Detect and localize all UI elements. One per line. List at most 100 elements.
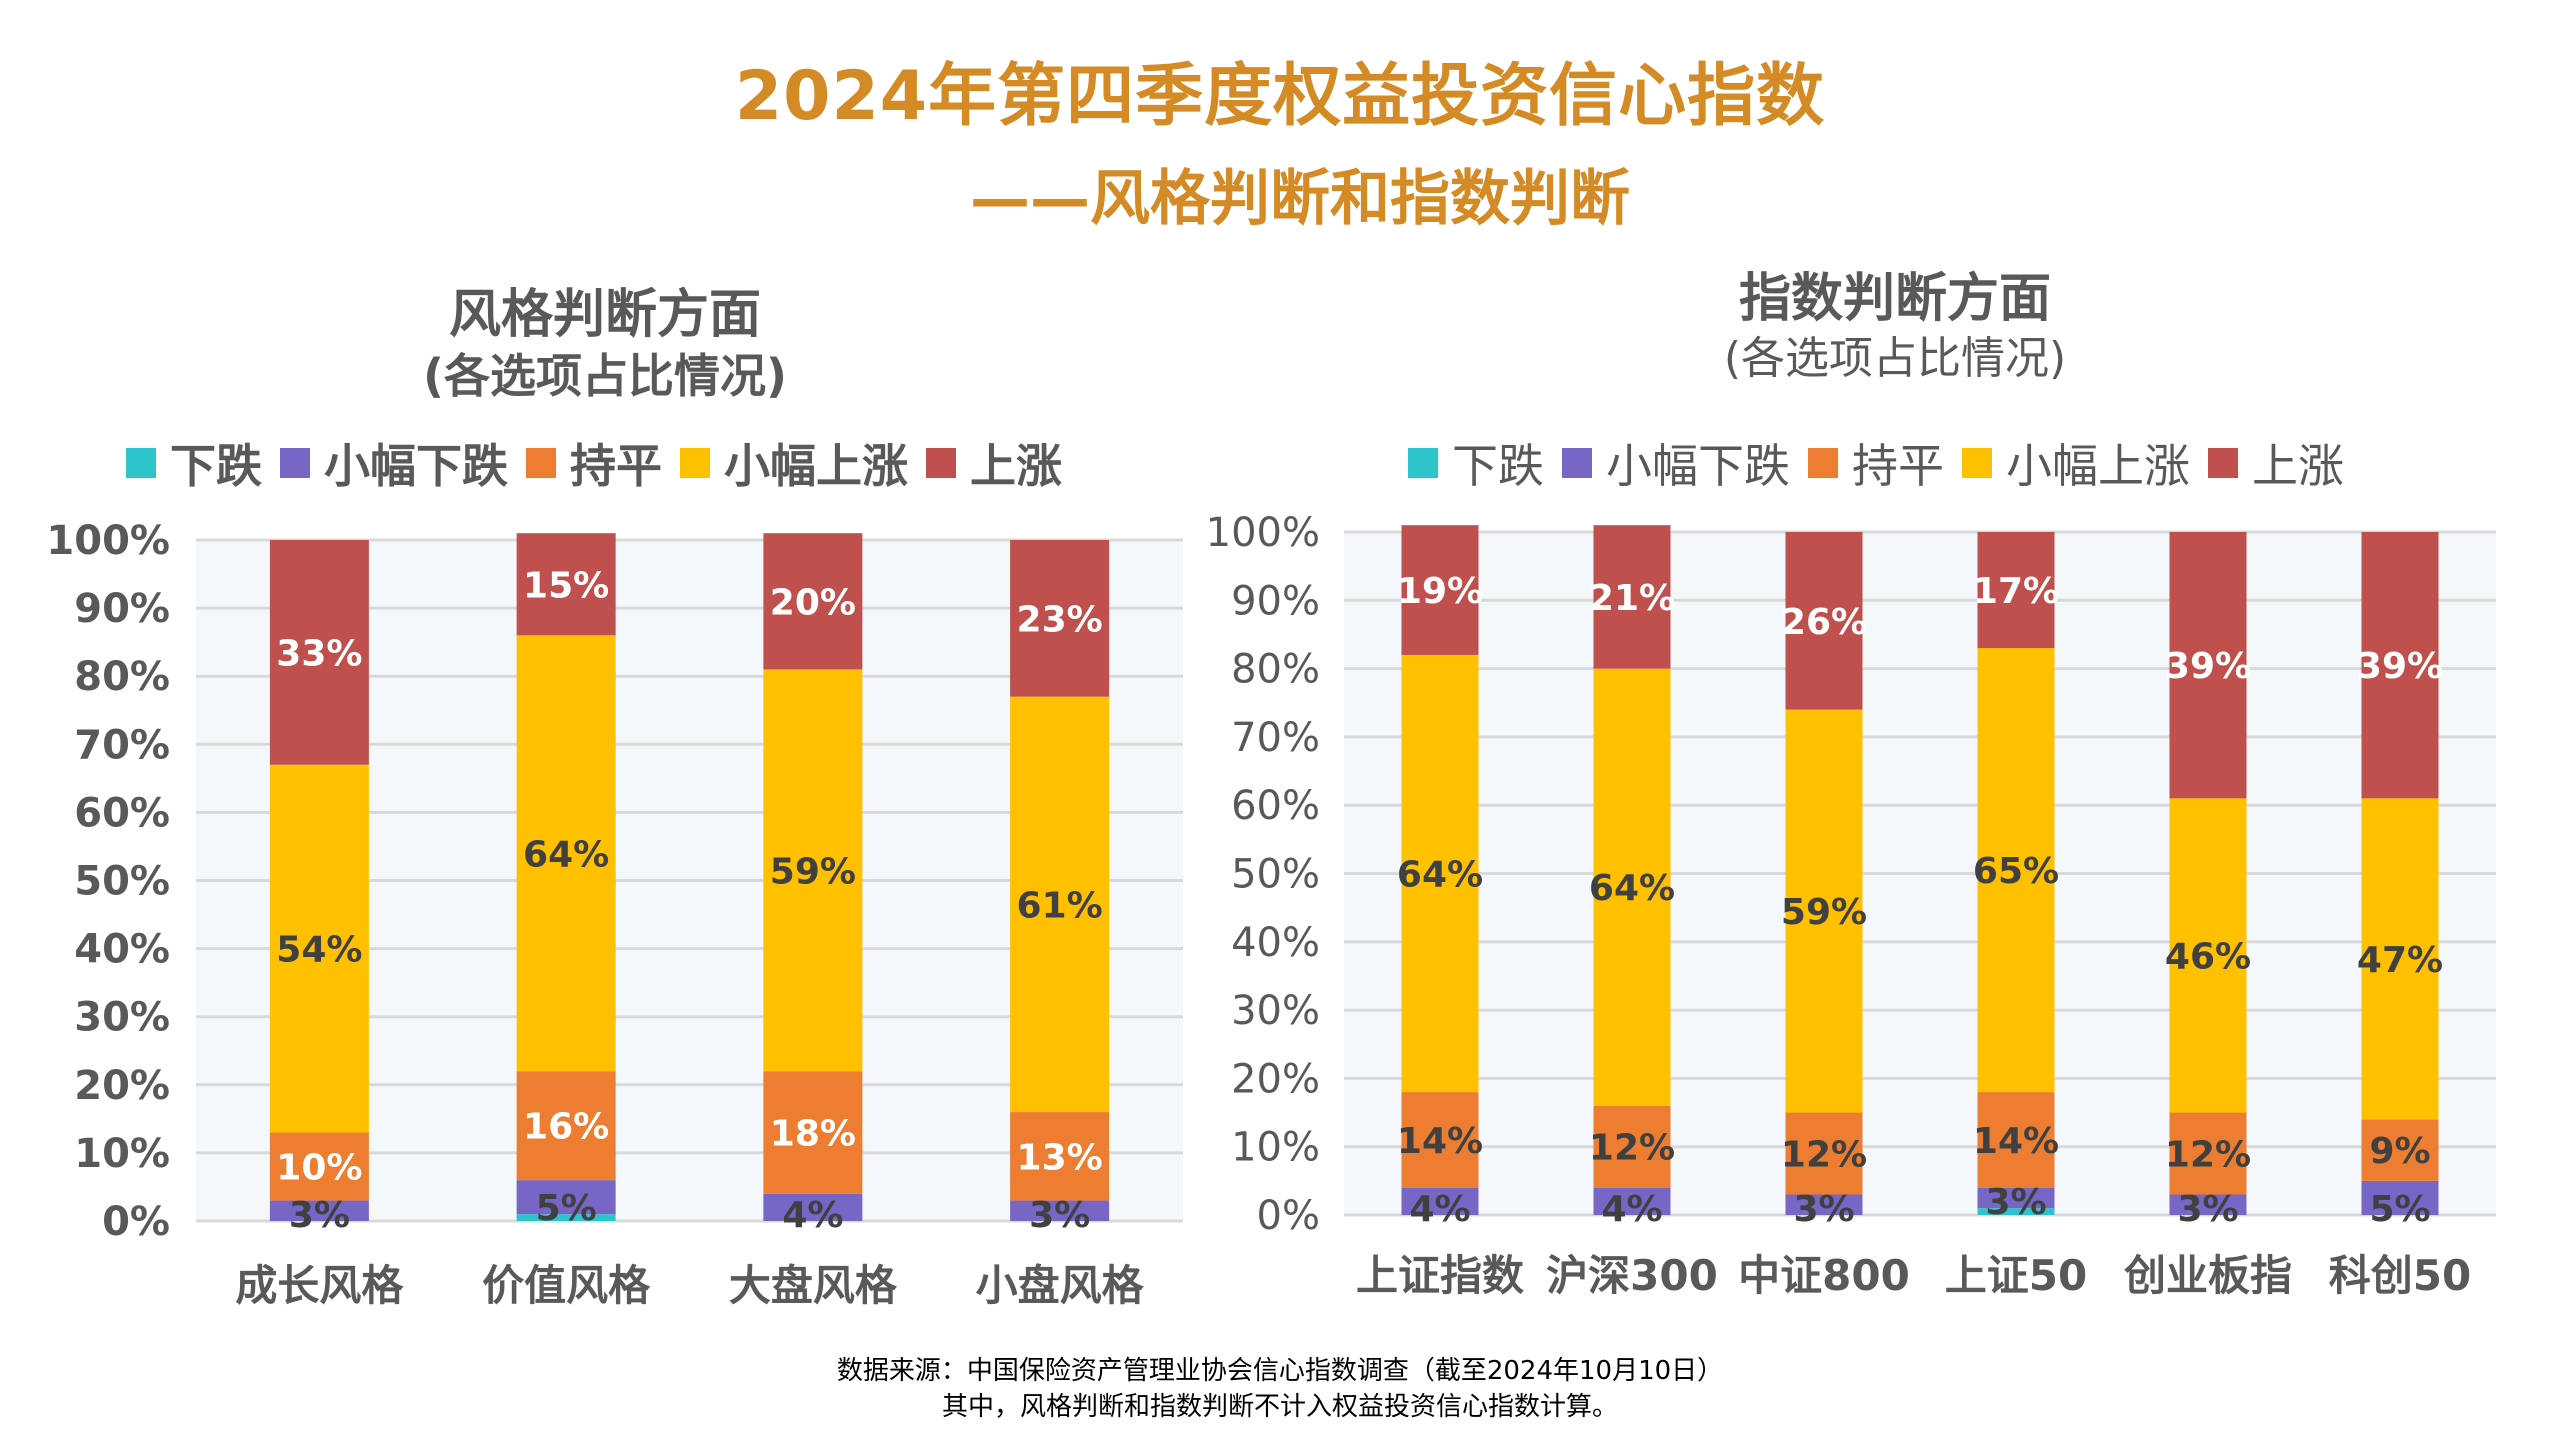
legend-item-小幅下跌: 小幅下跌 — [280, 430, 508, 496]
data-label: 9% — [2369, 1131, 2430, 1172]
legend-label: 上涨 — [970, 439, 1062, 493]
data-label: 54% — [276, 930, 362, 971]
data-label: 20% — [770, 582, 856, 623]
bar-segment-小幅上涨 — [269, 764, 369, 1133]
bar-segment-小幅下跌 — [2169, 1194, 2247, 1215]
legend-label: 下跌 — [1452, 439, 1544, 493]
legend-swatch — [1562, 448, 1592, 478]
legend-swatch — [1808, 448, 1838, 478]
legend-label: 小幅下跌 — [324, 439, 508, 493]
bar-segment-小幅上涨 — [1785, 709, 1863, 1113]
bar-segment-持平 — [1977, 1092, 2055, 1188]
data-label: 19% — [1397, 571, 1483, 612]
y-tick-label: 50% — [1231, 852, 1320, 898]
x-category-label: 上证50 — [1945, 1251, 2087, 1300]
y-tick-label: 30% — [74, 995, 170, 1041]
bar-segment-上涨 — [763, 533, 863, 670]
x-category-label: 小盘风格 — [976, 1261, 1145, 1310]
bar-segment-小幅下跌 — [2361, 1180, 2439, 1215]
data-label: 26% — [1781, 602, 1867, 643]
legend-label: 持平 — [570, 439, 662, 493]
footnote-source: 数据来源：中国保险资产管理业协会信心指数调查（截至2024年10月10日） — [836, 1356, 1724, 1386]
left-chart-title: 风格判断方面 — [448, 285, 761, 345]
data-label: 64% — [1397, 855, 1483, 896]
data-label: 17% — [1973, 571, 2059, 612]
data-label: 3% — [1985, 1182, 2046, 1223]
bar-segment-小幅上涨 — [1401, 654, 1479, 1093]
data-label: 39% — [2357, 646, 2443, 687]
data-label: 4% — [782, 1195, 843, 1236]
data-label: 23% — [1017, 599, 1103, 640]
bar-segment-上涨 — [2361, 532, 2439, 799]
data-label: 59% — [1781, 892, 1867, 933]
data-label: 12% — [1781, 1135, 1867, 1176]
y-tick-label: 60% — [1231, 783, 1320, 829]
bar-segment-小幅下跌 — [1785, 1194, 1863, 1215]
legend-label: 小幅下跌 — [1606, 439, 1790, 493]
bar-segment-小幅上涨 — [1010, 696, 1110, 1113]
data-label: 64% — [523, 834, 609, 875]
left-chart-subtitle: (各选项占比情况) — [422, 349, 788, 403]
legend-swatch — [126, 448, 156, 478]
y-tick-label: 50% — [74, 859, 170, 905]
data-label: 12% — [2165, 1135, 2251, 1176]
bar-segment-上涨 — [1977, 532, 2055, 649]
data-label: 3% — [1029, 1195, 1090, 1236]
bar-segment-小幅上涨 — [1977, 648, 2055, 1093]
data-label: 5% — [536, 1188, 597, 1229]
bar-segment-小幅下跌 — [1401, 1187, 1479, 1215]
legend-item-上涨: 上涨 — [926, 430, 1062, 496]
y-tick-label: 0% — [102, 1199, 170, 1245]
legend-swatch — [526, 448, 556, 478]
legend-swatch — [2208, 448, 2238, 478]
data-label: 3% — [2177, 1189, 2238, 1230]
bar-segment-小幅下跌 — [269, 1200, 369, 1221]
data-label: 14% — [1973, 1121, 2059, 1162]
bar-segment-小幅下跌 — [1977, 1187, 2055, 1209]
y-tick-label: 60% — [74, 790, 170, 836]
bar-segment-小幅上涨 — [516, 635, 616, 1072]
legend-swatch — [1408, 448, 1438, 478]
data-label: 3% — [1793, 1189, 1854, 1230]
x-category-label: 沪深300 — [1546, 1251, 1718, 1300]
y-tick-label: 100% — [1206, 510, 1320, 556]
y-tick-label: 20% — [74, 1063, 170, 1109]
y-tick-label: 100% — [46, 518, 170, 564]
data-label: 12% — [1589, 1128, 1675, 1169]
left-legend: 下跌 小幅下跌 持平 小幅上涨 上涨 — [126, 430, 1080, 496]
legend-label: 小幅上涨 — [2006, 439, 2190, 493]
bar-segment-上涨 — [2169, 532, 2247, 799]
y-tick-label: 0% — [1257, 1193, 1320, 1239]
x-category-label: 价值风格 — [482, 1261, 651, 1310]
data-label: 61% — [1017, 885, 1103, 926]
page-subtitle: ——风格判断和指数判断 — [970, 164, 1630, 234]
legend-label: 持平 — [1852, 439, 1944, 493]
right-legend: 下跌 小幅下跌 持平 小幅上涨 上涨 — [1408, 430, 2362, 496]
x-category-label: 大盘风格 — [729, 1261, 898, 1310]
y-tick-label: 30% — [1231, 988, 1320, 1034]
x-category-label: 成长风格 — [235, 1261, 404, 1310]
legend-item-持平: 持平 — [526, 430, 662, 496]
data-label: 65% — [1973, 851, 2059, 892]
bar-segment-上涨 — [1785, 532, 1863, 710]
y-tick-label: 40% — [74, 927, 170, 973]
legend-label: 小幅上涨 — [724, 439, 908, 493]
bar-segment-小幅下跌 — [1593, 1187, 1671, 1215]
bar-segment-上涨 — [1401, 525, 1479, 655]
data-label: 39% — [2165, 646, 2251, 687]
legend-item-小幅上涨: 小幅上涨 — [1962, 430, 2190, 496]
y-tick-label: 90% — [1231, 578, 1320, 624]
data-label: 3% — [289, 1195, 350, 1236]
bar-segment-上涨 — [516, 533, 616, 636]
right-chart-title: 指数判断方面 — [1738, 269, 2051, 329]
data-label: 59% — [770, 851, 856, 892]
data-label: 46% — [2165, 936, 2251, 977]
bar-segment-小幅下跌 — [1010, 1200, 1110, 1221]
page-title: 2024年第四季度权益投资信心指数 — [734, 57, 1826, 136]
bar-segment-上涨 — [1010, 540, 1110, 697]
bar-segment-小幅下跌 — [516, 1180, 616, 1215]
bar-segment-持平 — [1010, 1112, 1110, 1201]
legend-swatch — [1962, 448, 1992, 478]
bar-segment-持平 — [763, 1071, 863, 1194]
